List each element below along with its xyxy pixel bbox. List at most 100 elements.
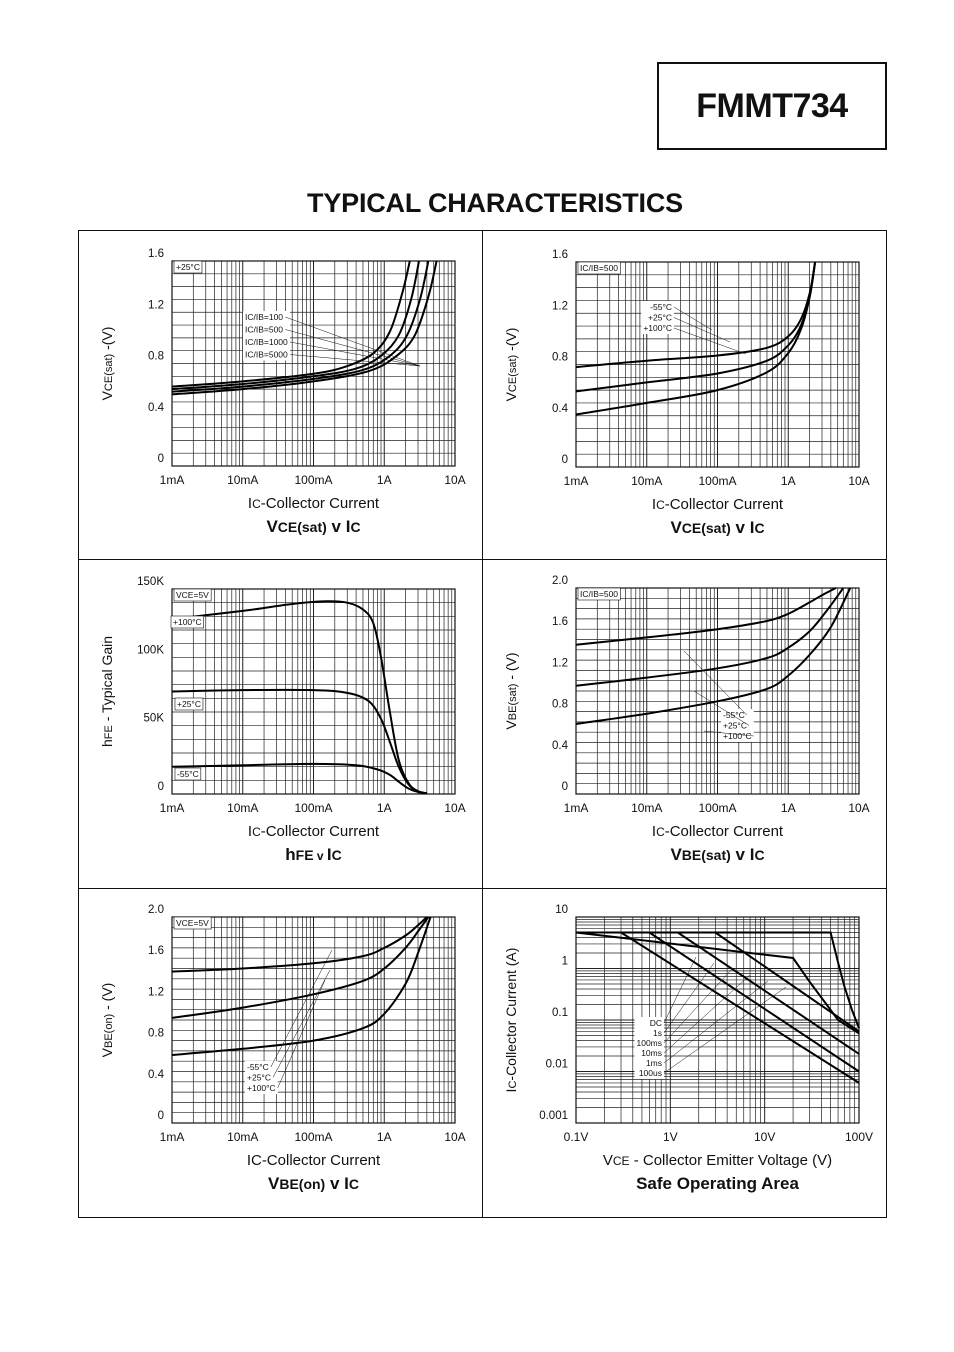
annotation-box <box>174 697 204 711</box>
leader-line <box>703 730 754 737</box>
leader-line <box>663 956 697 1024</box>
legend-background <box>245 1061 278 1094</box>
legend-entry: -55°C <box>650 302 672 312</box>
leader-line <box>663 962 715 1034</box>
annotation-label: IC/IB=500 <box>580 589 618 599</box>
leader-line <box>683 650 748 716</box>
legend-entry: 10ms <box>641 1048 662 1058</box>
y-tick-label: 2.0 <box>552 575 568 587</box>
chart-title: VCE(sat) v IC <box>670 518 764 537</box>
leader-line <box>272 969 331 1078</box>
annotation-box <box>173 588 212 602</box>
series-line <box>576 931 860 1033</box>
x-tick-label: 10mA <box>227 801 258 815</box>
y-tick-label: 100K <box>137 644 164 656</box>
y-tick-label: 1.2 <box>148 986 164 998</box>
grid-divider-horizontal-2 <box>78 888 887 889</box>
series-line <box>575 931 860 1035</box>
x-axis-label: IC-Collector Current <box>652 823 784 840</box>
legend-entry: +100°C <box>247 1083 276 1093</box>
x-tick-label: 1mA <box>564 474 589 488</box>
y-tick-label: 1.2 <box>552 300 568 312</box>
y-tick-label: 0.01 <box>546 1059 568 1071</box>
y-axis-label: VCE(sat) -(V) <box>99 327 115 401</box>
legend-entry: 100us <box>639 1068 662 1078</box>
legend-entry: DC <box>650 1018 662 1028</box>
y-axis-label: hFE - Typical Gain <box>99 636 115 747</box>
annotation-label: +100°C <box>173 617 202 627</box>
x-tick-label: 1A <box>377 801 392 815</box>
chart-vcesat-vs-ic-temp: 1mA 10mA 100mA 1A 10A 0 0.4 0.8 1.2 1.6 IC-Collect… <box>503 249 870 537</box>
legend-entry: 1s <box>653 1028 662 1038</box>
annotation-label: VCE=5V <box>176 590 209 600</box>
legend-background <box>243 311 291 361</box>
series-line <box>171 916 428 973</box>
leader-line <box>289 341 421 367</box>
leader-line <box>270 949 333 1068</box>
x-tick-label: 1mA <box>160 473 185 487</box>
legend-entry: IC/IB=5000 <box>245 350 288 360</box>
annotation-label: -55°C <box>177 769 199 779</box>
leader-line <box>673 306 713 331</box>
x-tick-label: 100mA <box>294 801 332 815</box>
chart-vcesat-vs-ic-25c: 1mA 10mA 100mA 1A 10A 0 0.4 0.8 1.2 1.6 IC-Collect… <box>99 248 466 536</box>
annotation-box <box>173 260 203 274</box>
series-line <box>575 261 817 369</box>
series-line <box>575 587 845 687</box>
annotation-box <box>173 916 212 930</box>
series-line <box>575 587 837 646</box>
x-axis-label: IC-Collector Current <box>248 823 380 840</box>
legend-entry: 100ms <box>636 1038 662 1048</box>
chart-title: Safe Operating Area <box>636 1174 799 1193</box>
y-tick-label: 0.8 <box>552 352 568 364</box>
x-tick-label: 100V <box>845 1130 873 1144</box>
y-tick-label: 0 <box>158 453 164 465</box>
x-tick-label: 1mA <box>564 801 589 815</box>
y-tick-label: 1 <box>562 956 568 968</box>
x-tick-label: 10A <box>848 474 869 488</box>
y-axis-label: VCE(sat) -(V) <box>503 328 519 402</box>
page-title: TYPICAL CHARACTERISTICS <box>307 188 683 218</box>
y-tick-label: 150K <box>137 576 164 588</box>
series-line <box>171 260 438 396</box>
x-axis-label: IC-Collector Current <box>247 1152 381 1169</box>
x-tick-label: 10mA <box>227 1130 258 1144</box>
series-line <box>576 931 860 1084</box>
plot-frame <box>171 916 456 1124</box>
leader-line <box>663 980 769 1064</box>
x-tick-label: 1A <box>781 474 796 488</box>
y-tick-label: 1.6 <box>148 248 164 260</box>
legend-entry: +100°C <box>643 323 672 333</box>
series-line <box>171 260 420 391</box>
legend-entry: IC/IB=500 <box>245 325 283 335</box>
annotation-box <box>577 261 621 275</box>
plot-frame <box>575 261 860 468</box>
legend-background <box>721 709 754 742</box>
annotation-box <box>577 587 621 601</box>
annotation-label: VCE=5V <box>176 918 209 928</box>
x-tick-label: 100mA <box>294 473 332 487</box>
x-tick-label: 10A <box>444 473 465 487</box>
y-axis-label: VBE(on) - (V) <box>99 983 115 1058</box>
x-tick-label: 10A <box>848 801 869 815</box>
chart-title: VBE(sat) v IC <box>670 845 764 864</box>
leader-line <box>290 354 421 367</box>
chart-vbesat-vs-ic: 1mA 10mA 100mA 1A 10A 0 0.4 0.8 1.2 1.6 2.0 IC-Coll… <box>503 575 870 864</box>
y-tick-label: 0 <box>562 781 568 793</box>
legend-entry: -55°C <box>723 710 745 720</box>
plot-frame <box>575 916 860 1124</box>
grid-divider-horizontal-1 <box>78 559 887 560</box>
x-axis-label: VCE - Collector Emitter Voltage (V) <box>603 1152 832 1169</box>
x-tick-label: 1A <box>377 473 392 487</box>
legend-entry: +25°C <box>648 313 672 323</box>
legend-entry: +25°C <box>723 721 747 731</box>
y-tick-label: 1.6 <box>552 616 568 628</box>
y-tick-label: 0.8 <box>148 351 164 363</box>
y-tick-label: 1.6 <box>552 249 568 261</box>
x-tick-label: 1A <box>377 1130 392 1144</box>
chart-title: hFE v IC <box>285 845 341 864</box>
annotation-box <box>174 767 202 781</box>
legend-entry: +100°C <box>723 731 752 741</box>
legend-entry: IC/IB=100 <box>245 312 283 322</box>
y-tick-label: 0.4 <box>552 403 569 415</box>
